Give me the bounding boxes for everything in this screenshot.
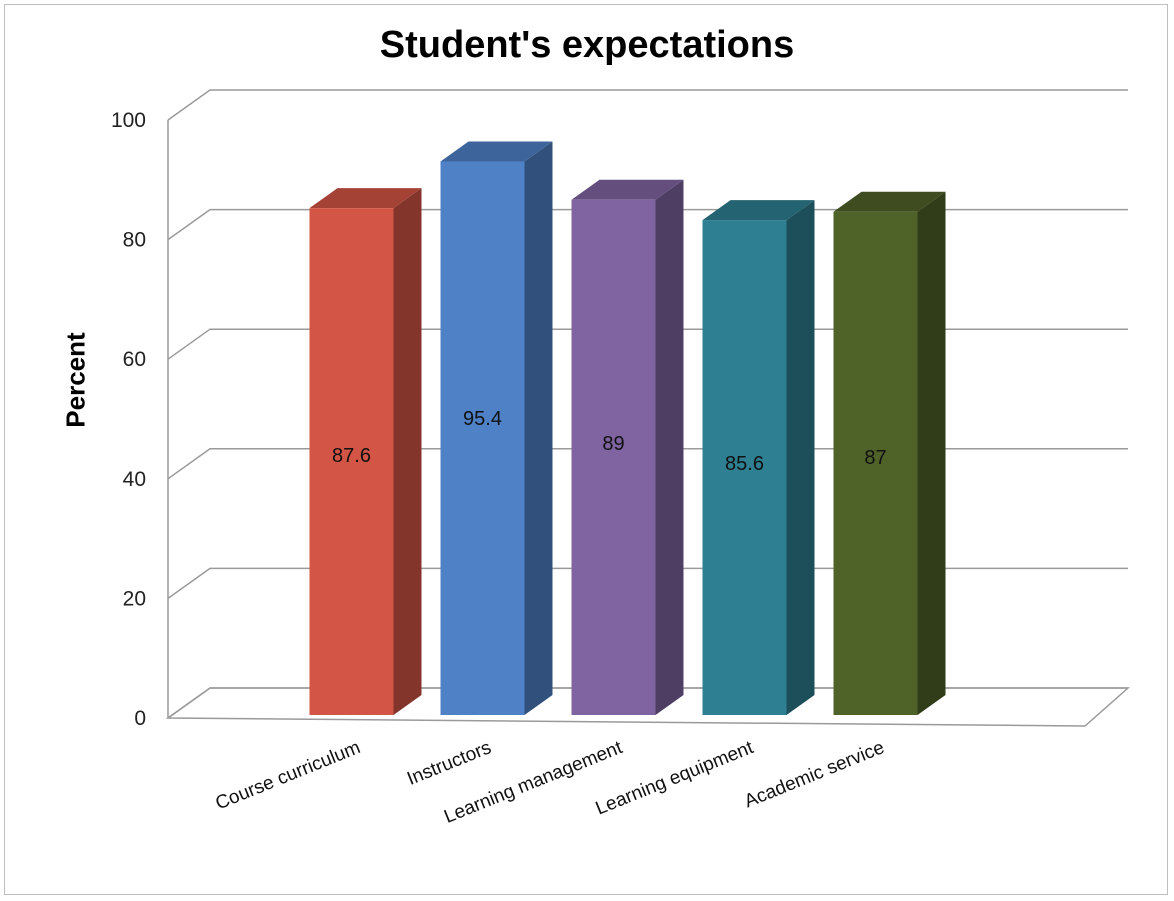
bar-top <box>571 179 684 200</box>
y-tick-labels: 0 20 40 60 80 100 <box>111 109 146 730</box>
bar: 87 <box>833 191 946 716</box>
bar-side <box>917 191 946 716</box>
y-tick-label: 40 <box>123 468 146 491</box>
bar: 95.4 <box>440 141 553 715</box>
gridline <box>167 448 1128 480</box>
bar-side <box>786 200 815 715</box>
bar-side <box>393 188 422 716</box>
data-label: 85.6 <box>725 453 764 475</box>
category-label: Instructors <box>404 737 494 790</box>
bar-top <box>309 188 422 209</box>
bar-front <box>833 211 918 716</box>
gridline <box>167 687 1128 719</box>
y-tick-label: 80 <box>123 229 146 252</box>
gridline <box>167 208 1128 241</box>
y-tick-label: 20 <box>123 587 146 610</box>
bar-front <box>571 199 656 715</box>
gridline <box>167 89 1128 121</box>
gridlines <box>167 89 1128 719</box>
bar-front <box>440 161 525 715</box>
chart-title: Student's expectations <box>379 24 795 66</box>
gridline <box>167 328 1128 360</box>
y-tick-label: 0 <box>134 707 146 730</box>
bar-side <box>655 179 684 715</box>
bar: 85.6 <box>702 200 815 715</box>
bar-top <box>833 191 946 212</box>
bar-top <box>702 200 815 221</box>
bar-front <box>702 220 787 715</box>
bars: 87.6 95.4 89 85.6 87 <box>309 141 946 716</box>
category-label: Academic service <box>741 737 887 812</box>
bar: 89 <box>571 179 684 715</box>
y-tick-label: 60 <box>123 348 146 371</box>
bar-front <box>309 208 394 716</box>
bar-side <box>524 141 553 715</box>
data-label: 89 <box>602 433 624 455</box>
bar-top <box>440 141 553 162</box>
bar: 87.6 <box>309 188 422 716</box>
data-label: 87.6 <box>332 445 371 467</box>
data-label: 95.4 <box>463 408 502 430</box>
gridline <box>167 567 1128 600</box>
data-label: 87 <box>864 447 886 469</box>
category-label: Course curriculum <box>213 737 364 814</box>
y-tick-label: 100 <box>111 109 146 132</box>
